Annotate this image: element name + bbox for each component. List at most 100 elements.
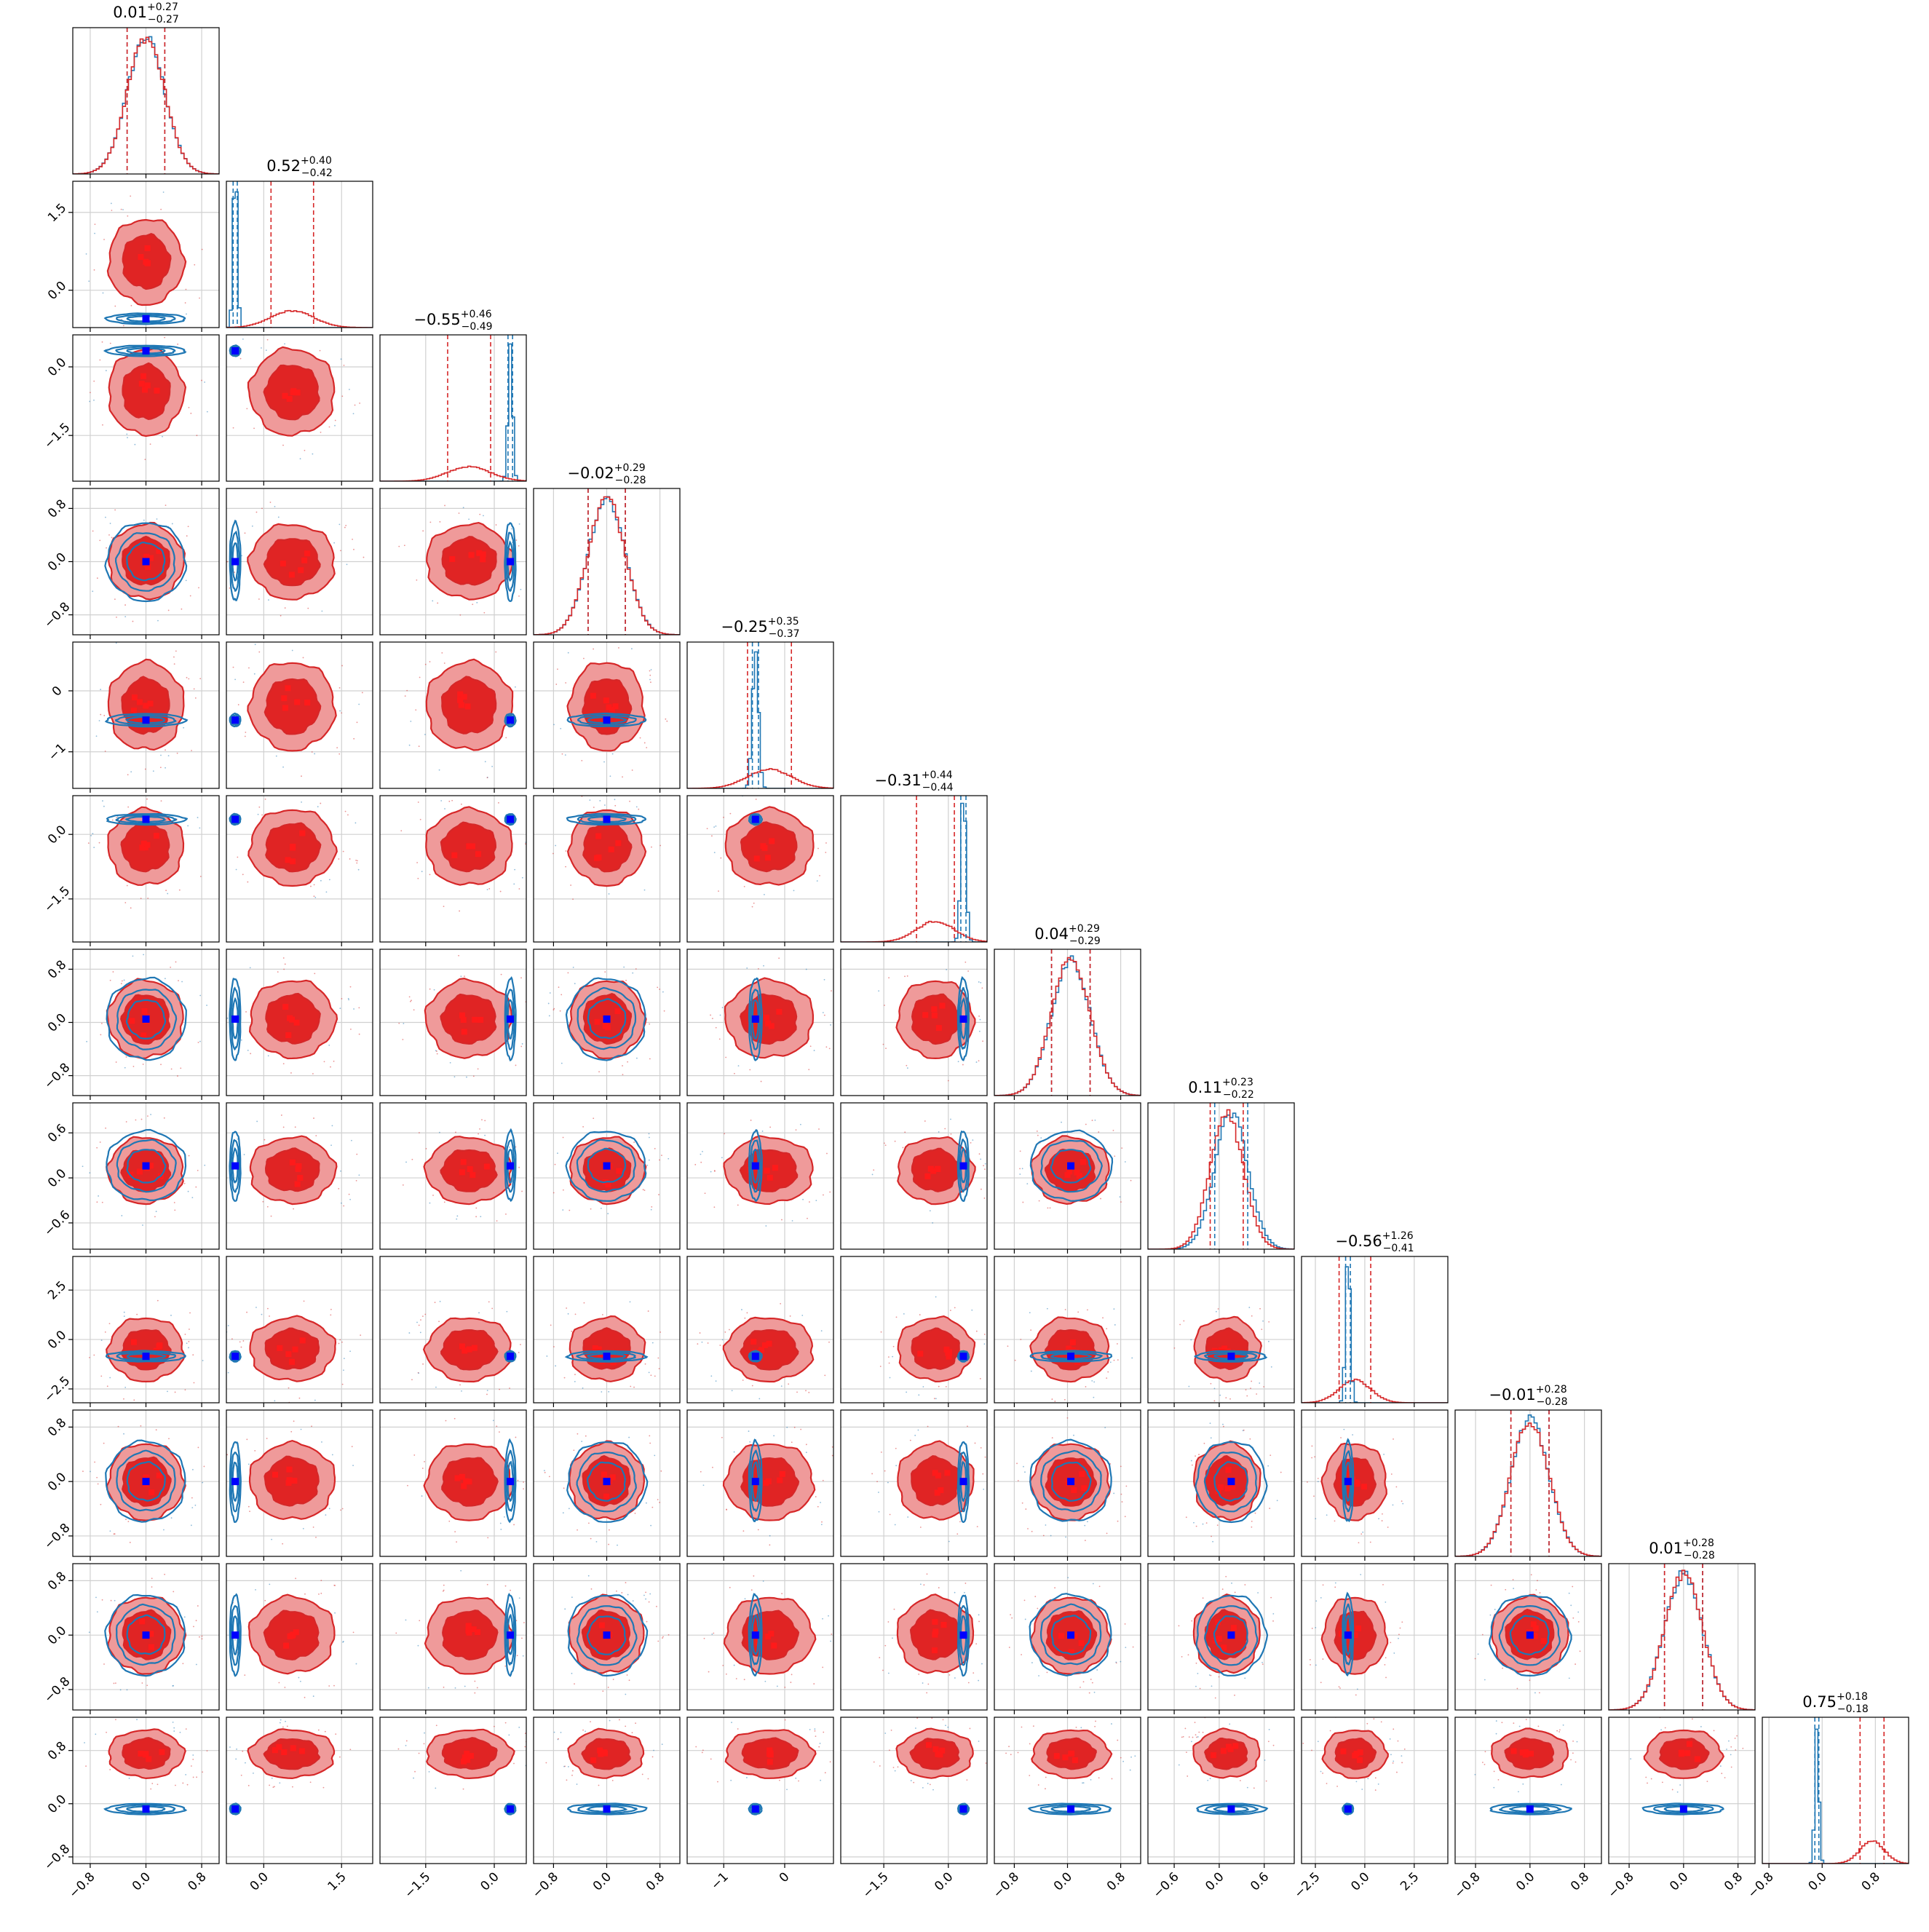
- title-median: −0.01: [1489, 1386, 1535, 1404]
- sample-point: [629, 1301, 631, 1303]
- density-peak-red: [771, 1642, 777, 1649]
- sample-point: [290, 1430, 293, 1433]
- param-title-9: −0.56+1.26 −0.41: [1335, 1230, 1414, 1254]
- sample-point: [246, 408, 248, 410]
- density-peak-red: [138, 1750, 144, 1757]
- sample-point: [946, 969, 948, 970]
- sample-point: [444, 504, 445, 507]
- truth-marker: [142, 558, 150, 566]
- sample-point: [1010, 1614, 1011, 1616]
- sample-point: [913, 1781, 915, 1783]
- sample-point: [514, 686, 516, 688]
- sample-point: [1084, 1524, 1086, 1527]
- truth-marker: [959, 1353, 967, 1361]
- x-tick-label: 0.0: [1051, 1869, 1075, 1893]
- sample-point: [1322, 1584, 1324, 1586]
- contour-blue: [116, 1139, 177, 1193]
- sample-point: [255, 1588, 256, 1591]
- sample-point: [1506, 1715, 1508, 1717]
- sample-point: [100, 1034, 102, 1036]
- contour-blue: [1213, 1805, 1250, 1813]
- panel-12-6: −1.5 0.0: [840, 1717, 988, 1901]
- density-peak-red: [1221, 1345, 1228, 1352]
- sample-point: [160, 208, 162, 210]
- sample-point: [1367, 1778, 1369, 1780]
- sample-point: [313, 895, 315, 898]
- panel-content: [395, 1569, 525, 1694]
- sample-point: [122, 209, 124, 210]
- panel-frame: [226, 334, 373, 482]
- sample-point: [130, 304, 132, 306]
- panel-11-11: 0.01+0.28 −0.28: [1608, 1537, 1756, 1714]
- sample-point: [1051, 1398, 1053, 1400]
- density-peak-red: [927, 1165, 934, 1172]
- panel-content: [380, 335, 526, 481]
- density-peak-red: [465, 1628, 472, 1634]
- density-peak-red: [139, 844, 146, 851]
- sample-point: [982, 1473, 984, 1475]
- grid: [226, 488, 373, 635]
- sample-point: [313, 1715, 314, 1717]
- contour-blue: [116, 989, 178, 1050]
- sample-point: [304, 1696, 306, 1698]
- density-peak-red: [297, 1175, 304, 1181]
- title-median: −0.25: [721, 618, 767, 636]
- title-minus: −0.22: [1223, 1089, 1254, 1101]
- density-peak-red: [590, 692, 596, 699]
- sample-point: [343, 1369, 344, 1371]
- sample-point: [268, 599, 269, 601]
- sample-point: [334, 1585, 336, 1586]
- panel-content: [229, 644, 363, 777]
- panel-8-3: [379, 1102, 527, 1254]
- sample-point: [1218, 1676, 1220, 1678]
- sample-point: [823, 1014, 825, 1016]
- sample-point: [250, 1053, 252, 1055]
- contour-blue: [105, 1350, 186, 1363]
- density-peak-red: [285, 685, 291, 692]
- sample-point: [583, 1302, 585, 1304]
- sample-point: [1061, 1121, 1062, 1123]
- panel-5-4: [533, 641, 681, 793]
- contour-red-inner: [264, 1147, 320, 1192]
- param-title-4: −0.02+0.29 −0.28: [567, 462, 646, 486]
- sample-point: [1494, 1609, 1496, 1610]
- sample-point: [249, 1511, 250, 1513]
- sample-point: [632, 972, 634, 974]
- sample-point: [150, 1114, 151, 1115]
- sample-point: [231, 1338, 233, 1340]
- sample-point: [808, 1069, 810, 1071]
- sample-point: [791, 1220, 793, 1222]
- contour-blue: [505, 714, 515, 726]
- sample-point: [744, 1317, 746, 1319]
- sample-point: [206, 411, 208, 413]
- sample-point: [476, 601, 478, 603]
- sample-point: [456, 1215, 459, 1217]
- sample-point: [277, 516, 280, 518]
- param-title-11: 0.01+0.28 −0.28: [1649, 1537, 1715, 1561]
- x-tick-label: 1.5: [325, 1869, 349, 1893]
- sample-point: [476, 1687, 478, 1689]
- sample-point: [192, 1354, 194, 1356]
- sample-point: [1188, 1736, 1190, 1738]
- sample-point: [1186, 1751, 1187, 1754]
- truth-marker: [1227, 1805, 1235, 1813]
- contour-blue: [748, 1350, 763, 1363]
- contour-blue: [505, 989, 515, 1050]
- sample-point: [227, 1371, 229, 1374]
- sample-point: [894, 1524, 896, 1526]
- sample-point: [142, 1064, 144, 1065]
- sample-point: [88, 1631, 90, 1634]
- sample-point: [657, 1640, 659, 1642]
- hist-red-1: [73, 36, 219, 174]
- sample-point: [607, 1213, 609, 1215]
- contour-blue: [230, 986, 240, 1051]
- panel-content: [1609, 1564, 1755, 1710]
- sample-point: [147, 1115, 148, 1117]
- sample-point: [103, 805, 105, 807]
- sample-point: [481, 1119, 483, 1121]
- sample-point: [127, 806, 130, 808]
- sample-point: [261, 347, 262, 349]
- sample-point: [520, 1344, 521, 1345]
- sample-point: [561, 1062, 563, 1064]
- contour-blue: [1029, 1129, 1114, 1202]
